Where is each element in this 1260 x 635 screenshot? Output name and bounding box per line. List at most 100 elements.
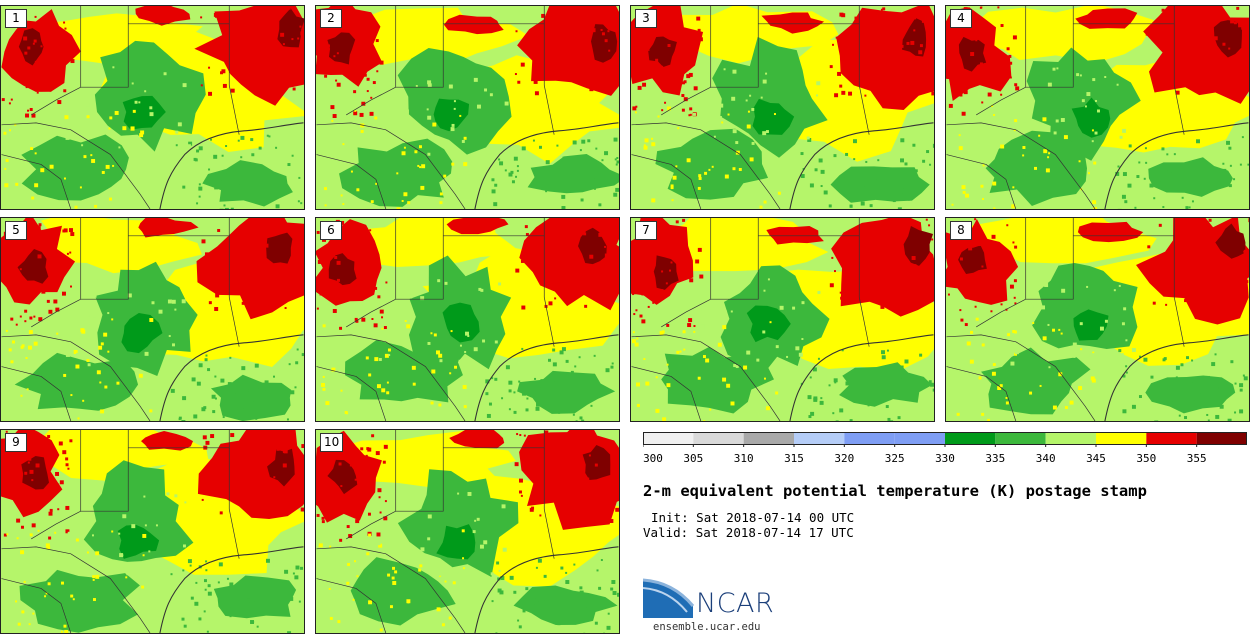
field-speckle-green	[1117, 165, 1120, 168]
field-speckle-green	[616, 160, 619, 164]
field-speckle-green	[1122, 172, 1127, 177]
field-speckle-red	[350, 251, 355, 256]
map-field	[1, 218, 304, 421]
member-panel-6[interactable]: 6	[315, 217, 620, 422]
field-speckle-yellow	[682, 330, 686, 334]
field-darkred-northeast	[266, 232, 293, 264]
border-line	[1, 366, 72, 421]
field-speckle-red	[866, 75, 871, 80]
field-speckle-yellow	[92, 578, 95, 581]
site-url-link[interactable]: ensemble.ucar.edu	[653, 621, 761, 633]
field-speckle-red	[44, 86, 48, 90]
field-speckle-red	[33, 39, 37, 43]
field-speckle-red	[918, 272, 922, 276]
field-speckle-red	[837, 71, 842, 76]
field-speckle-red	[38, 87, 42, 91]
member-panel-7[interactable]: 7	[630, 217, 935, 422]
field-speckle-green	[535, 566, 538, 569]
field-speckle-green	[903, 188, 908, 193]
field-speckle-green	[565, 359, 569, 363]
field-speckle-green	[225, 145, 228, 148]
field-speckle-yellow	[991, 105, 994, 108]
field-speckle-red	[255, 47, 260, 52]
field-speckle-lightgreen	[1052, 67, 1056, 71]
field-speckle-red	[292, 271, 296, 275]
member-panel-5[interactable]: 5	[0, 217, 305, 422]
field-speckle-green	[1138, 355, 1141, 358]
field-speckle-red	[974, 305, 977, 308]
field-speckle-green	[540, 387, 543, 390]
field-speckle-yellow	[636, 337, 639, 340]
field-speckle-red	[32, 42, 35, 45]
colorbar-tick-label: 350	[1136, 452, 1156, 464]
field-speckle-yellow	[721, 121, 724, 124]
member-panel-9[interactable]: 9	[0, 429, 305, 634]
field-speckle-red	[375, 451, 380, 456]
field-speckle-red	[959, 257, 963, 261]
field-speckle-yellow	[961, 185, 966, 190]
field-speckle-red	[550, 36, 555, 40]
field-speckle-yellow	[360, 129, 364, 133]
field-speckle-lightgreen	[457, 492, 460, 495]
field-speckle-red	[971, 291, 975, 295]
field-speckle-yellow	[1032, 321, 1035, 324]
field-speckle-lightgreen	[484, 88, 488, 92]
field-speckle-red	[680, 51, 685, 56]
field-speckle-yellow	[463, 162, 468, 167]
field-speckle-lightgreen	[792, 306, 796, 310]
member-panel-3[interactable]: 3	[630, 5, 935, 210]
field-speckle-lightgreen	[412, 549, 415, 552]
field-speckle-red	[322, 503, 326, 507]
field-speckle-green	[513, 391, 516, 394]
state-line	[543, 23, 555, 135]
field-speckle-yellow	[392, 581, 397, 585]
member-panel-4[interactable]: 4	[945, 5, 1250, 210]
field-speckle-yellow	[406, 599, 411, 604]
field-speckle-red	[839, 84, 843, 88]
field-speckle-red	[55, 228, 60, 233]
field-speckle-lightgreen	[779, 305, 784, 310]
field-speckle-green	[491, 178, 495, 182]
field-speckle-lightgreen	[75, 74, 80, 79]
field-speckle-yellow	[94, 204, 98, 208]
field-speckle-green	[841, 349, 844, 352]
field-speckle-red	[981, 244, 985, 248]
field-speckle-red	[369, 111, 374, 116]
field-speckle-red	[663, 240, 666, 243]
field-speckle-lightgreen	[80, 496, 84, 500]
field-speckle-red	[70, 59, 75, 64]
field-speckle-red	[379, 309, 384, 314]
field-speckle-green	[534, 377, 537, 380]
field-speckle-red	[950, 52, 953, 55]
field-speckle-green	[596, 569, 599, 572]
member-panel-10[interactable]: 10	[315, 429, 620, 634]
field-speckle-yellow	[419, 564, 423, 568]
field-speckle-red	[661, 109, 664, 112]
field-speckle-green	[1241, 136, 1244, 139]
field-speckle-green	[607, 612, 610, 615]
field-green-gulf	[527, 154, 619, 194]
field-speckle-lightgreen	[1092, 78, 1096, 82]
field-speckle-green	[604, 151, 609, 156]
member-panel-2[interactable]: 2	[315, 5, 620, 210]
state-line	[443, 218, 545, 237]
field-speckle-red	[14, 268, 18, 272]
field-speckle-green	[494, 183, 498, 187]
field-speckle-green	[1234, 411, 1237, 414]
ncar-logo-icon[interactable]	[643, 578, 793, 624]
field-speckle-lightgreen	[168, 358, 172, 362]
field-speckle-red	[15, 52, 18, 55]
field-speckle-green	[491, 600, 494, 603]
field-speckle-red	[961, 111, 966, 116]
field-speckle-green	[585, 598, 589, 602]
field-speckle-red	[27, 461, 30, 464]
state-line	[1073, 218, 1175, 237]
map-field	[946, 6, 1249, 209]
field-speckle-red	[27, 46, 31, 50]
member-panel-8[interactable]: 8	[945, 217, 1250, 422]
member-panel-1[interactable]: 1	[0, 5, 305, 210]
field-speckle-red	[637, 85, 642, 90]
field-speckle-green	[581, 419, 585, 421]
field-speckle-red	[55, 471, 60, 476]
field-speckle-lightgreen	[1084, 105, 1087, 108]
